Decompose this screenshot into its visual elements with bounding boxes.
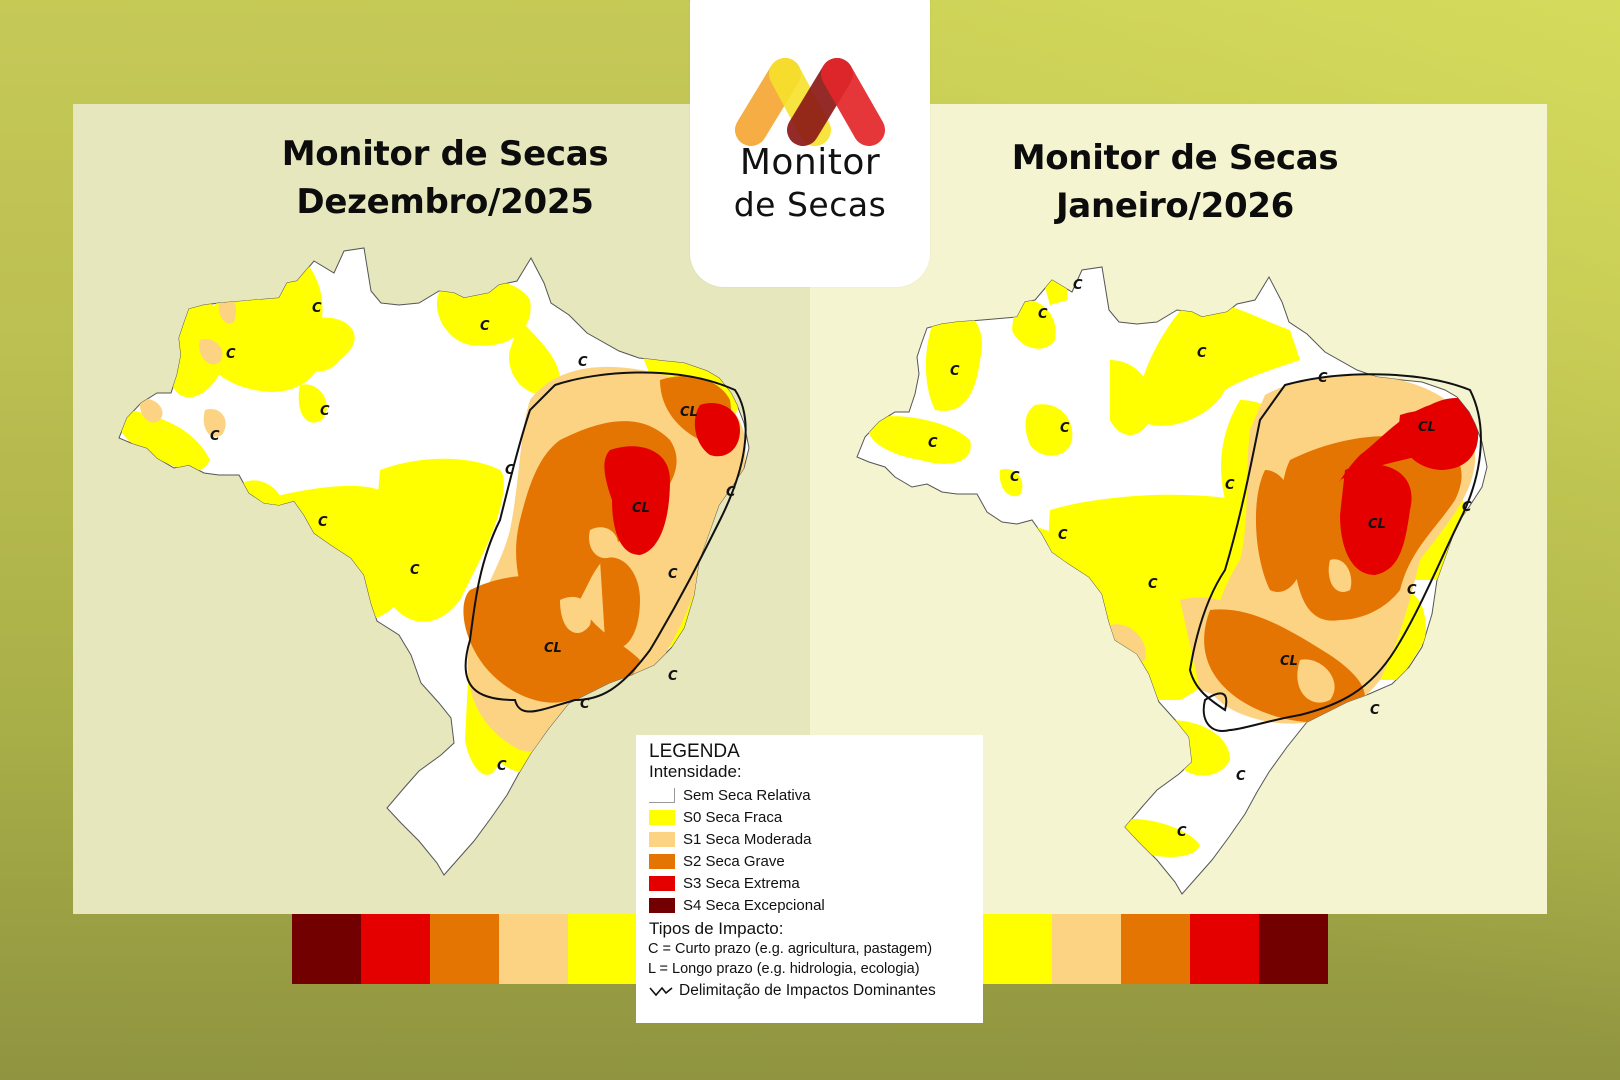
- legend-item-none: Sem Seca Relativa: [649, 784, 983, 806]
- legend-label: S3 Seca Extrema: [683, 874, 800, 892]
- legend-label: S4 Seca Excepcional: [683, 896, 825, 914]
- legend-item-s1: S1 Seca Moderada: [649, 828, 983, 850]
- band-swatch-s1: [1052, 914, 1121, 984]
- map-title-line1: Monitor de Secas: [281, 134, 609, 174]
- band-swatch-s1: [499, 914, 568, 984]
- legend-label: S2 Seca Grave: [683, 852, 785, 870]
- band-swatch-s3: [1190, 914, 1259, 984]
- legend-impact-long: L = Longo prazo (e.g. hidrologia, ecolog…: [648, 961, 920, 977]
- legend-label: S0 Seca Fraca: [683, 808, 783, 826]
- legend-swatch: [649, 809, 675, 825]
- legend-item-s3: S3 Seca Extrema: [649, 872, 983, 894]
- legend-item-s2: S2 Seca Grave: [649, 850, 983, 872]
- logo-card: Monitor de Secas: [690, 0, 930, 287]
- color-band-right: [983, 914, 1328, 984]
- color-band-left: [292, 914, 637, 984]
- band-swatch-s4: [292, 914, 361, 984]
- logo-text-monitor: Monitor: [739, 142, 881, 183]
- legend-label: Sem Seca Relativa: [683, 786, 811, 804]
- boundary-line-icon: [649, 986, 673, 997]
- legend-impact-short: C = Curto prazo (e.g. agricultura, pasta…: [648, 941, 933, 957]
- band-swatch-s2: [1121, 914, 1190, 984]
- legend-title: LEGENDA: [649, 741, 740, 762]
- monitor-de-secas-logo-icon: [735, 58, 885, 146]
- legend-boundary-label: Delimitação de Impactos Dominantes: [679, 982, 936, 999]
- legend-swatch: [649, 875, 675, 891]
- map-title-january: Monitor de Secas Janeiro/2026: [975, 134, 1375, 230]
- legend-swatch: [649, 787, 675, 803]
- legend-item-s4: S4 Seca Excepcional: [649, 894, 983, 916]
- band-swatch-s3: [361, 914, 430, 984]
- map-legend: LEGENDA Intensidade: Sem Seca Relativa S…: [636, 735, 983, 1023]
- legend-swatch: [649, 831, 675, 847]
- legend-intensity-heading: Intensidade:: [649, 762, 742, 781]
- legend-swatch: [649, 897, 675, 913]
- band-swatch-s0: [983, 914, 1052, 984]
- legend-label: S1 Seca Moderada: [683, 830, 812, 848]
- map-title-line2: Janeiro/2026: [1055, 186, 1295, 226]
- logo-text-de-secas: de Secas: [733, 185, 887, 224]
- legend-swatch: [649, 853, 675, 869]
- map-title-line2: Dezembro/2025: [296, 182, 594, 222]
- legend-item-s0: S0 Seca Fraca: [649, 806, 983, 828]
- legend-boundary: Delimitação de Impactos Dominantes: [649, 980, 983, 1002]
- band-swatch-s4: [1259, 914, 1328, 984]
- legend-impact-heading: Tipos de Impacto:: [649, 919, 784, 938]
- map-title-line1: Monitor de Secas: [1011, 138, 1339, 178]
- band-swatch-s2: [430, 914, 499, 984]
- map-title-december: Monitor de Secas Dezembro/2025: [245, 130, 645, 226]
- band-swatch-s0: [568, 914, 637, 984]
